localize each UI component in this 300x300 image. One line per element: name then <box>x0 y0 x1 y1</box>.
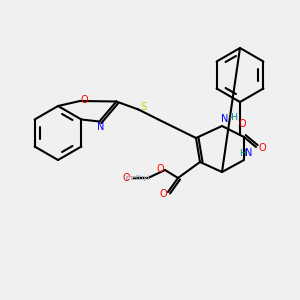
Text: S: S <box>140 103 146 112</box>
Text: O: O <box>238 119 246 129</box>
Text: O: O <box>80 95 88 105</box>
Text: O: O <box>156 164 164 174</box>
Text: N: N <box>97 122 104 131</box>
Text: N: N <box>221 114 229 124</box>
Text: methyl: methyl <box>126 175 150 181</box>
Text: -H: -H <box>229 113 239 122</box>
Text: N: N <box>245 148 253 158</box>
Text: O: O <box>258 143 266 153</box>
Text: O: O <box>122 173 130 183</box>
Text: H: H <box>238 148 245 158</box>
Text: O: O <box>159 189 167 199</box>
Text: methyl: methyl <box>126 175 150 181</box>
